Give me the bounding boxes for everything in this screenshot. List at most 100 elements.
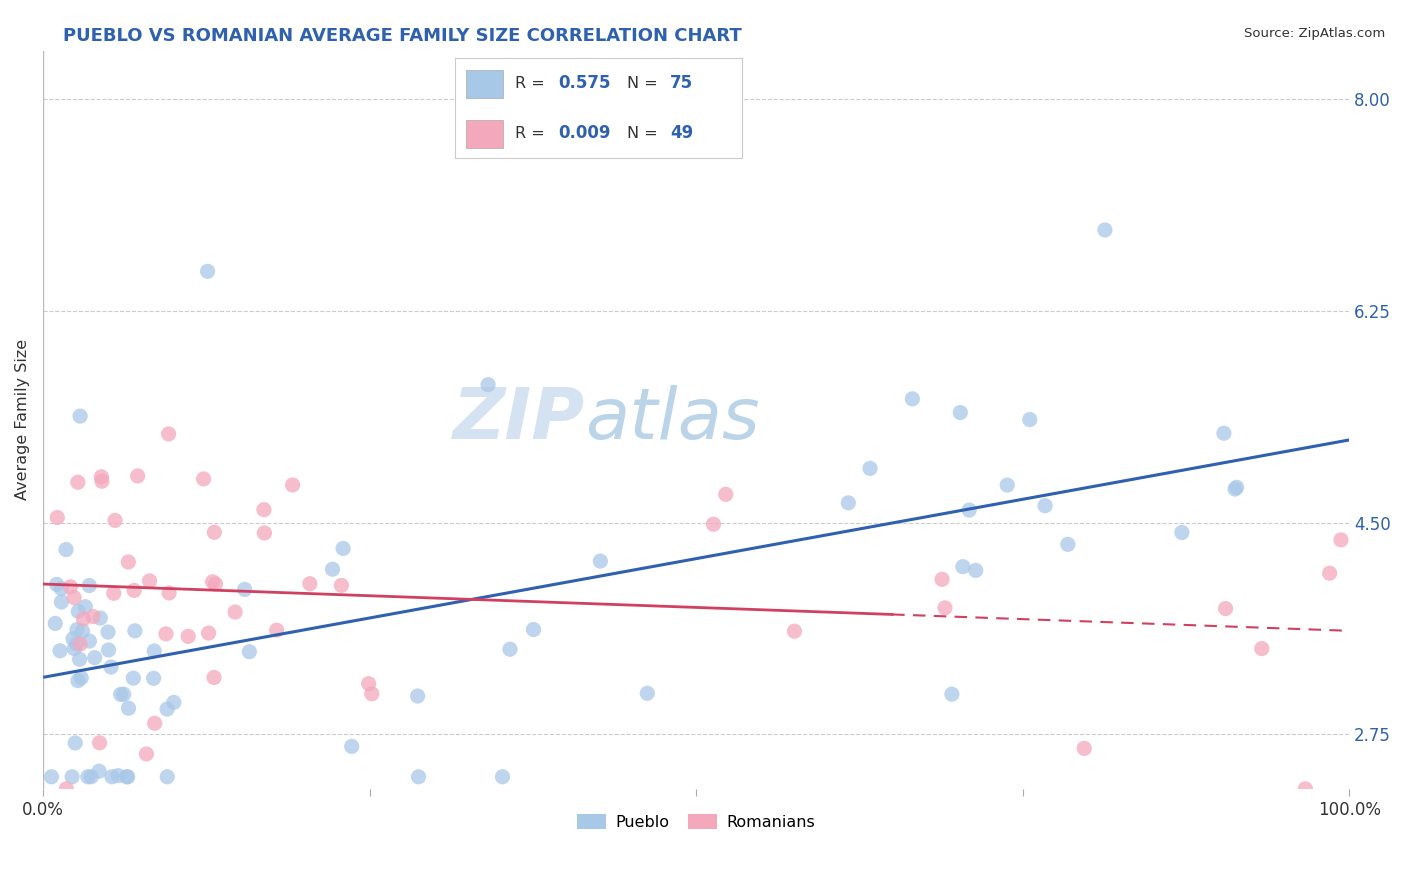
Text: PUEBLO VS ROMANIAN AVERAGE FAMILY SIZE CORRELATION CHART: PUEBLO VS ROMANIAN AVERAGE FAMILY SIZE C… <box>63 27 742 45</box>
Point <box>67 604 90 618</box>
Point <box>115 770 138 784</box>
Point <box>117 701 139 715</box>
Point <box>1033 499 1056 513</box>
Point <box>197 264 219 278</box>
Point <box>66 475 89 490</box>
Point <box>117 770 139 784</box>
Text: ZIP: ZIP <box>453 385 585 454</box>
Point <box>97 643 120 657</box>
Point <box>298 576 321 591</box>
Point <box>80 770 103 784</box>
Point <box>112 687 135 701</box>
Point <box>202 525 225 540</box>
Point <box>138 574 160 588</box>
Point <box>321 562 343 576</box>
Point <box>408 770 430 784</box>
Point <box>44 616 66 631</box>
Point <box>499 642 522 657</box>
Point <box>952 559 974 574</box>
Point <box>224 605 246 619</box>
Point <box>157 426 180 441</box>
Point <box>135 747 157 761</box>
Point <box>330 578 353 592</box>
Point <box>1094 223 1116 237</box>
Point <box>1171 525 1194 540</box>
Point <box>1319 566 1341 581</box>
Point <box>201 574 224 589</box>
Point <box>522 623 544 637</box>
Point <box>941 687 963 701</box>
Point <box>266 623 288 637</box>
Point <box>193 472 215 486</box>
Point <box>714 487 737 501</box>
Point <box>51 582 73 596</box>
Point <box>90 470 112 484</box>
Point <box>143 716 166 731</box>
Point <box>477 377 499 392</box>
Point <box>332 541 354 556</box>
Point <box>51 595 73 609</box>
Point <box>965 563 987 577</box>
Point <box>65 637 87 651</box>
Point <box>253 502 276 516</box>
Point <box>995 478 1018 492</box>
Point <box>163 695 186 709</box>
Point <box>1215 601 1237 615</box>
Point <box>589 554 612 568</box>
Point <box>82 609 104 624</box>
Point <box>45 577 67 591</box>
Point <box>83 650 105 665</box>
Point <box>75 599 97 614</box>
Point <box>100 660 122 674</box>
Point <box>1056 537 1078 551</box>
Point <box>101 770 124 784</box>
Point <box>103 586 125 600</box>
Point <box>636 686 658 700</box>
Text: Source: ZipAtlas.com: Source: ZipAtlas.com <box>1244 27 1385 40</box>
Point <box>59 580 82 594</box>
Point <box>107 769 129 783</box>
Point <box>156 702 179 716</box>
Point <box>204 577 226 591</box>
Point <box>238 645 260 659</box>
Point <box>72 612 94 626</box>
Point <box>202 671 225 685</box>
Point <box>72 624 94 638</box>
Y-axis label: Average Family Size: Average Family Size <box>15 339 30 500</box>
Point <box>89 611 111 625</box>
Point <box>46 510 69 524</box>
Point <box>1212 426 1234 441</box>
Point <box>934 600 956 615</box>
Point <box>901 392 924 406</box>
Point <box>177 629 200 643</box>
Point <box>142 671 165 685</box>
Point <box>859 461 882 475</box>
Point <box>66 623 89 637</box>
Point <box>157 586 180 600</box>
Point <box>69 652 91 666</box>
Point <box>41 770 63 784</box>
Point <box>783 624 806 639</box>
Point <box>69 409 91 424</box>
Point <box>69 637 91 651</box>
Legend: Pueblo, Romanians: Pueblo, Romanians <box>571 808 823 837</box>
Point <box>63 641 86 656</box>
Point <box>63 736 86 750</box>
Point <box>55 781 77 796</box>
Point <box>122 671 145 685</box>
Point <box>89 736 111 750</box>
Point <box>66 673 89 688</box>
Point <box>77 578 100 592</box>
Point <box>122 583 145 598</box>
Point <box>406 689 429 703</box>
Point <box>253 526 276 541</box>
Point <box>87 764 110 779</box>
Point <box>155 627 177 641</box>
Point <box>491 770 513 784</box>
Point <box>143 644 166 658</box>
Point <box>931 572 953 586</box>
Point <box>117 555 139 569</box>
Point <box>1294 781 1316 796</box>
Point <box>91 474 114 488</box>
Point <box>70 671 93 685</box>
